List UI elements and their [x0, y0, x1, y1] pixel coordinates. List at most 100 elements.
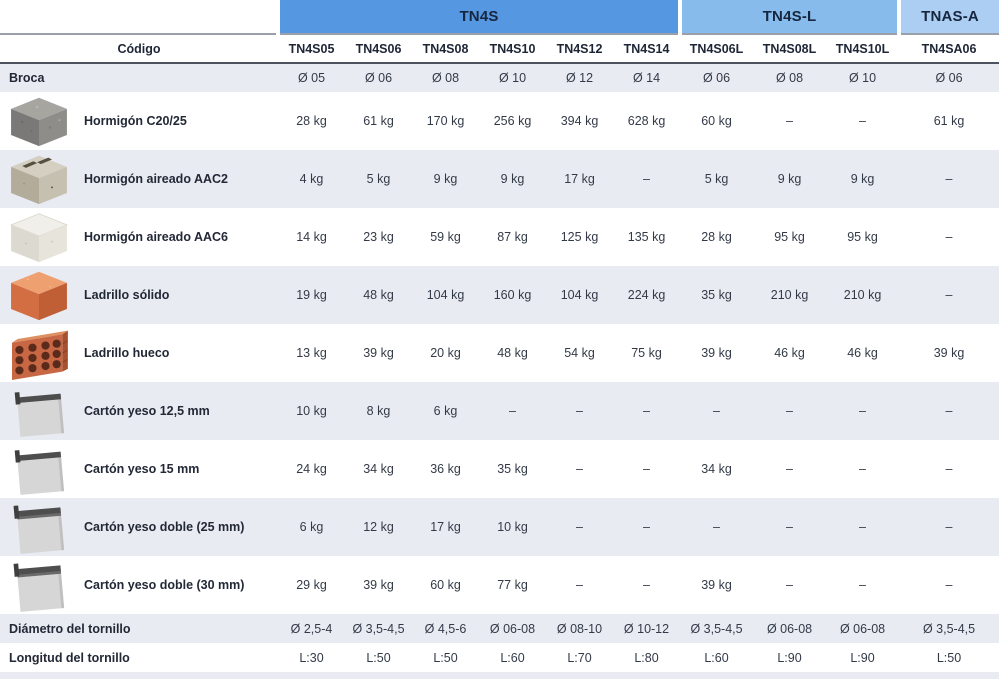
- table-row-broca: Broca Ø 05 Ø 06 Ø 08 Ø 10 Ø 12 Ø 14 Ø 06 Ø 08 Ø 1…: [0, 63, 999, 92]
- value-cell-di-metro-del-tornillo-tn4s08l: Ø 06-08: [766, 621, 813, 636]
- value-cell-cart-n-yeso-15-mm-tn4s06l: 34 kg: [701, 462, 732, 476]
- value-cell-di-metro-del-tornillo-tn4s10: Ø 06-08: [489, 621, 536, 636]
- code-cell-tn4s08l: TN4S08L: [753, 33, 827, 64]
- value-cell-longitud-del-tornillo-tn4s08: L:50: [433, 650, 458, 665]
- bottom-strip: [0, 672, 999, 679]
- value-cell-cart-n-yeso-doble-30-mm-tn4s10: 77 kg: [497, 578, 528, 592]
- value-cell-hormig-n-aireado-aac2-tn4s10: 9 kg: [500, 172, 525, 186]
- table-corner: [0, 0, 278, 34]
- value-cell-ladrillo-hueco-tn4s14: 75 kg: [631, 346, 662, 360]
- value-cell-cart-n-yeso-doble-25-mm-tn4s06l: –: [713, 520, 720, 534]
- code-cell-tn4s08: TN4S08: [412, 33, 479, 64]
- value-cell-longitud-del-tornillo-tn4s06: L:50: [366, 650, 391, 665]
- value-cell-hormig-n-aireado-aac2-tn4s14: –: [643, 172, 650, 186]
- value-cell-cart-n-yeso-doble-30-mm-tn4s06l: 39 kg: [701, 578, 732, 592]
- value-cell-hormig-n-c20-25-tn4s06l: 60 kg: [701, 114, 732, 128]
- value-cell-cart-n-yeso-doble-30-mm-tn4s05: 29 kg: [296, 578, 327, 592]
- value-cell-broca-tn4s10l: Ø 10: [848, 71, 877, 85]
- value-cell-cart-n-yeso-15-mm-tn4sa06: –: [945, 462, 953, 476]
- value-cell-cart-n-yeso-doble-25-mm-tn4s08l: –: [786, 520, 793, 534]
- code-cell-tn4s06l: TN4S06L: [680, 33, 754, 64]
- code-header: Código: [0, 33, 278, 64]
- row-label: Cartón yeso doble (25 mm): [84, 520, 245, 534]
- value-cell-hormig-n-c20-25-tn4s12: 394 kg: [560, 114, 599, 128]
- value-cell-cart-n-yeso-doble-25-mm-tn4s10: 10 kg: [497, 520, 528, 534]
- code-cell-tn4s06: TN4S06: [345, 33, 412, 64]
- value-cell-cart-n-yeso-15-mm-tn4s12: –: [576, 462, 583, 476]
- value-cell-cart-n-yeso-12-5-mm-tn4s08: 6 kg: [433, 404, 458, 418]
- value-cell-di-metro-del-tornillo-tn4s05: Ø 2,5-4: [290, 621, 333, 636]
- table-row-di-metro-del-tornillo: Diámetro del tornillo Ø 2,5-4 Ø 3,5-4,5 Ø 4…: [0, 614, 999, 643]
- value-cell-cart-n-yeso-doble-25-mm-tn4sa06: –: [945, 520, 953, 534]
- value-cell-hormig-n-aireado-aac6-tn4s14: 135 kg: [627, 230, 666, 244]
- row-label: Hormigón aireado AAC2: [84, 172, 229, 186]
- value-cell-broca-tn4s08: Ø 08: [431, 71, 460, 85]
- value-cell-longitud-del-tornillo-tn4s12: L:70: [567, 650, 592, 665]
- solid-brick-image: [0, 266, 75, 324]
- value-cell-ladrillo-hueco-tn4s05: 13 kg: [296, 346, 327, 360]
- value-cell-cart-n-yeso-doble-25-mm-tn4s14: –: [643, 520, 650, 534]
- value-cell-cart-n-yeso-doble-25-mm-tn4s10l: –: [859, 520, 866, 534]
- table-row-hormig-n-c20-25: Hormigón C20/25 28 kg 61 kg 170 kg 256 kg 394…: [0, 92, 999, 150]
- aerated-concrete-aac2-image: [0, 150, 75, 208]
- value-cell-hormig-n-c20-25-tn4s10l: –: [859, 114, 866, 128]
- value-cell-di-metro-del-tornillo-tn4s06l: Ø 3,5-4,5: [690, 621, 743, 636]
- concrete-c20-image: [0, 92, 75, 150]
- value-cell-cart-n-yeso-doble-25-mm-tn4s08: 17 kg: [430, 520, 461, 534]
- value-cell-ladrillo-s-lido-tn4s10l: 210 kg: [843, 288, 882, 302]
- value-cell-hormig-n-aireado-aac2-tn4s05: 4 kg: [299, 172, 324, 186]
- table-row-longitud-del-tornillo: Longitud del tornillo L:30 L:50 L:50 L:60 L:7…: [0, 643, 999, 672]
- value-cell-hormig-n-aireado-aac2-tn4s10l: 9 kg: [850, 172, 875, 186]
- value-cell-di-metro-del-tornillo-tn4s12: Ø 08-10: [556, 621, 603, 636]
- value-cell-cart-n-yeso-15-mm-tn4s06: 34 kg: [363, 462, 394, 476]
- value-cell-di-metro-del-tornillo-tn4s10l: Ø 06-08: [839, 621, 886, 636]
- value-cell-hormig-n-c20-25-tn4s06: 61 kg: [363, 114, 394, 128]
- value-cell-broca-tn4s05: Ø 05: [297, 71, 326, 85]
- value-cell-longitud-del-tornillo-tn4sa06: L:50: [936, 650, 962, 665]
- value-cell-hormig-n-aireado-aac6-tn4s10: 87 kg: [497, 230, 528, 244]
- value-cell-di-metro-del-tornillo-tn4s06: Ø 3,5-4,5: [352, 621, 405, 636]
- group-header-tn4s: TN4S: [275, 0, 681, 34]
- value-cell-cart-n-yeso-doble-30-mm-tn4s10l: –: [859, 578, 866, 592]
- value-cell-cart-n-yeso-15-mm-tn4s10l: –: [859, 462, 866, 476]
- value-cell-cart-n-yeso-doble-30-mm-tn4s14: –: [643, 578, 650, 592]
- hollow-brick-image: [0, 324, 75, 382]
- value-cell-cart-n-yeso-doble-25-mm-tn4s05: 6 kg: [299, 520, 324, 534]
- code-cell-tn4s05: TN4S05: [278, 33, 345, 64]
- table-row-cart-n-yeso-doble-25-mm: Cartón yeso doble (25 mm) 6 kg 12 kg 17 kg 1…: [0, 498, 999, 556]
- value-cell-ladrillo-s-lido-tn4s08: 104 kg: [426, 288, 465, 302]
- table-row-ladrillo-hueco: Ladrillo hueco 13 kg 39 kg 20 kg 48 kg 54 kg 7…: [0, 324, 999, 382]
- row-label: Diámetro del tornillo: [9, 621, 131, 636]
- plasterboard-double-image: [0, 556, 75, 614]
- value-cell-hormig-n-aireado-aac2-tn4s06: 5 kg: [366, 172, 391, 186]
- value-cell-broca-tn4s06l: Ø 06: [702, 71, 731, 85]
- value-cell-di-metro-del-tornillo-tn4s08: Ø 4,5-6: [424, 621, 467, 636]
- value-cell-di-metro-del-tornillo-tn4sa06: Ø 3,5-4,5: [922, 621, 976, 636]
- value-cell-ladrillo-s-lido-tn4s08l: 210 kg: [770, 288, 809, 302]
- value-cell-ladrillo-s-lido-tn4sa06: –: [945, 288, 953, 302]
- row-label: Hormigón C20/25: [84, 114, 187, 128]
- value-cell-longitud-del-tornillo-tn4s10l: L:90: [850, 650, 875, 665]
- value-cell-cart-n-yeso-12-5-mm-tn4s10: –: [509, 404, 516, 418]
- product-group-row: TN4S TN4S-L TNAS-A: [0, 0, 999, 34]
- table-row-cart-n-yeso-doble-30-mm: Cartón yeso doble (30 mm) 29 kg 39 kg 60 kg…: [0, 556, 999, 614]
- value-cell-hormig-n-aireado-aac6-tn4s12: 125 kg: [560, 230, 599, 244]
- value-cell-broca-tn4s10: Ø 10: [498, 71, 527, 85]
- value-cell-ladrillo-hueco-tn4sa06: 39 kg: [933, 346, 965, 360]
- value-cell-ladrillo-s-lido-tn4s06: 48 kg: [363, 288, 394, 302]
- value-cell-ladrillo-hueco-tn4s08: 20 kg: [430, 346, 461, 360]
- value-cell-broca-tn4sa06: Ø 06: [935, 71, 963, 85]
- group-header-tnas-a: TNAS-A: [897, 0, 999, 34]
- value-cell-cart-n-yeso-15-mm-tn4s08l: –: [786, 462, 793, 476]
- value-cell-hormig-n-aireado-aac6-tn4s06: 23 kg: [363, 230, 394, 244]
- value-cell-ladrillo-hueco-tn4s12: 54 kg: [564, 346, 595, 360]
- value-cell-cart-n-yeso-15-mm-tn4s10: 35 kg: [497, 462, 528, 476]
- value-cell-hormig-n-aireado-aac2-tn4s06l: 5 kg: [704, 172, 729, 186]
- value-cell-hormig-n-c20-25-tn4s10: 256 kg: [493, 114, 532, 128]
- value-cell-hormig-n-c20-25-tn4s08: 170 kg: [426, 114, 465, 128]
- code-cell-tn4s14: TN4S14: [613, 33, 681, 64]
- value-cell-cart-n-yeso-12-5-mm-tn4s06: 8 kg: [366, 404, 391, 418]
- value-cell-longitud-del-tornillo-tn4s08l: L:90: [777, 650, 802, 665]
- row-label: Longitud del tornillo: [9, 650, 130, 665]
